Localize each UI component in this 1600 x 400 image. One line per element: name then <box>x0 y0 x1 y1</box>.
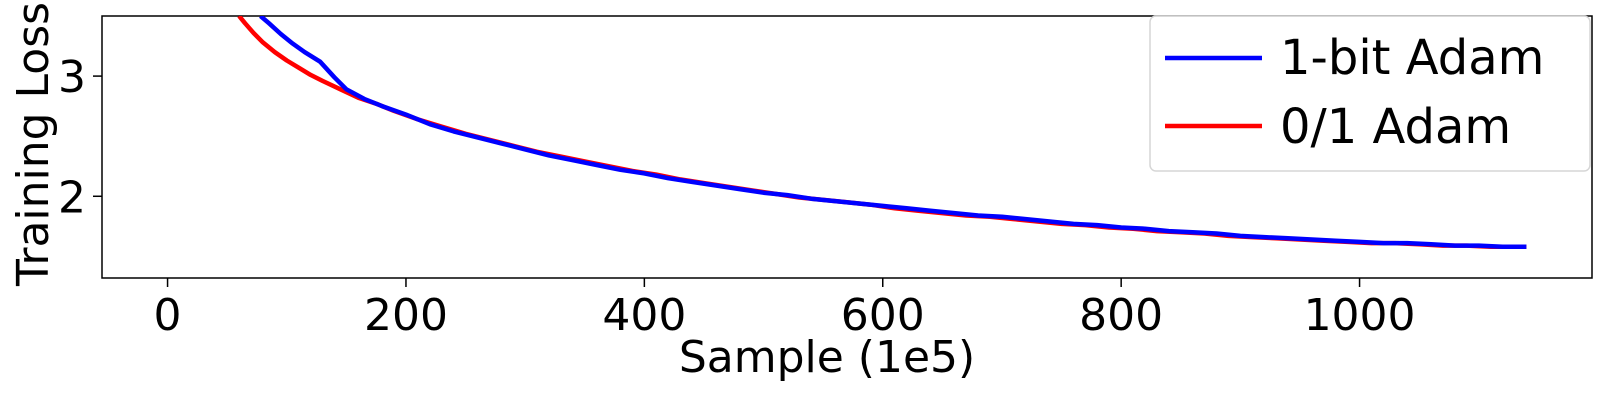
series-line-1-bit-adam <box>259 16 1527 250</box>
legend-label-0-1-adam: 0/1 Adam <box>1280 99 1511 155</box>
plot-area <box>101 15 1593 279</box>
plot-frame <box>101 15 1593 279</box>
y-tick-label-2: 2 <box>58 172 86 223</box>
x-tick-label-200: 200 <box>364 290 448 341</box>
legend: 1-bit Adam 0/1 Adam <box>1149 15 1591 172</box>
x-tick-label-800: 800 <box>1079 290 1163 341</box>
x-tick-label-1000: 1000 <box>1304 290 1416 341</box>
series-layer <box>237 16 1527 250</box>
y-tick-label-3: 3 <box>58 52 86 103</box>
x-axis-label: Sample (1e5) <box>679 332 975 383</box>
legend-label-1-bit-adam: 1-bit Adam <box>1280 30 1544 86</box>
y-axis: 23 <box>58 52 102 223</box>
y-axis-label: Training Loss <box>8 2 59 287</box>
legend-frame <box>1149 15 1591 172</box>
x-tick-label-0: 0 <box>154 290 182 341</box>
x-tick-label-600: 600 <box>841 290 925 341</box>
x-axis: 0 200 400 600 800 1000 <box>154 278 1416 341</box>
x-tick-label-400: 400 <box>602 290 686 341</box>
